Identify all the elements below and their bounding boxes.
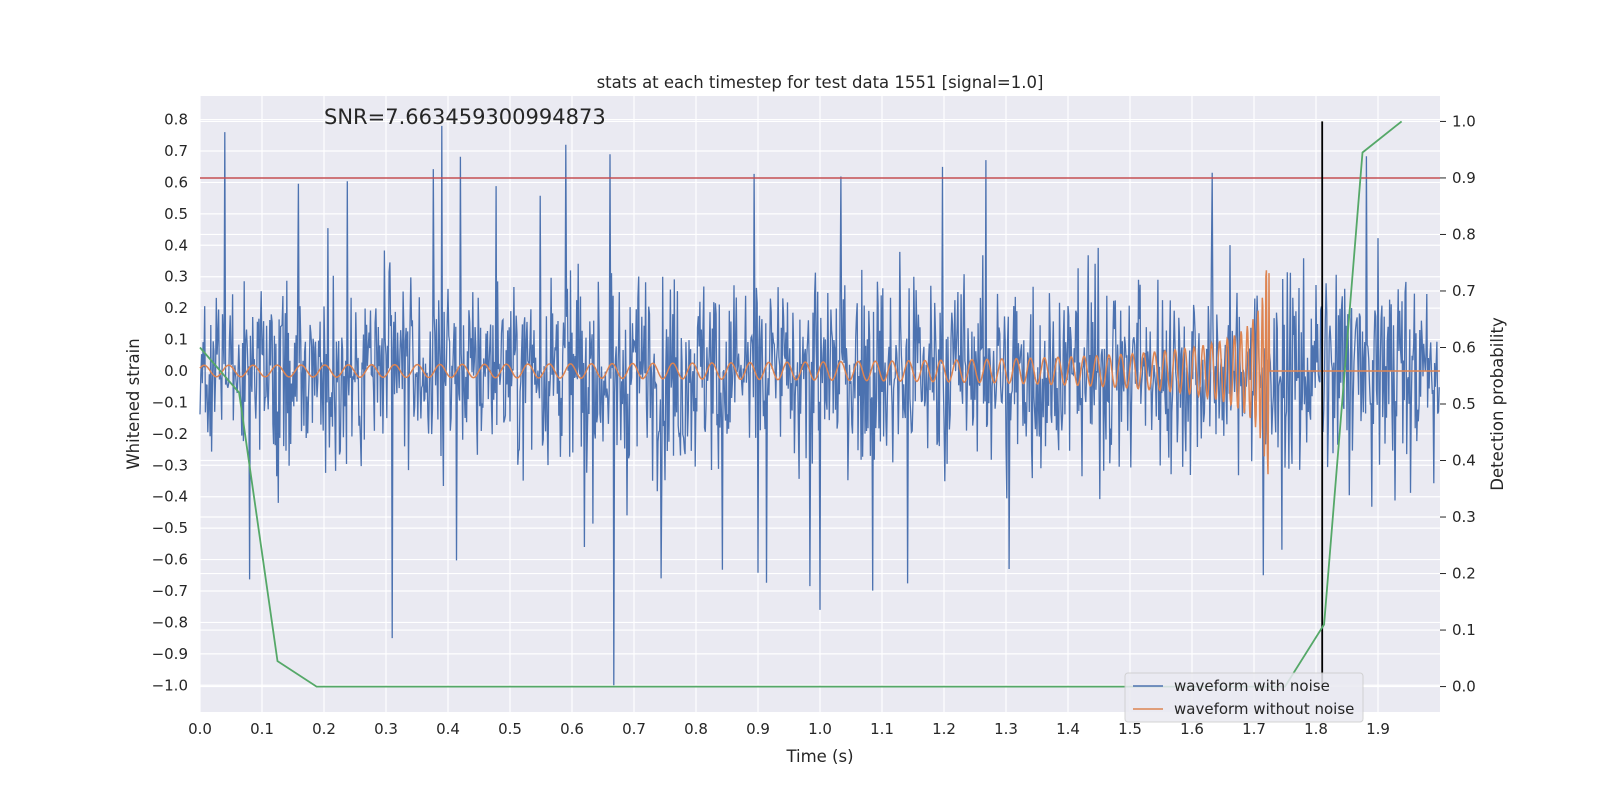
x-tick-label: 1.6 (1180, 720, 1204, 738)
y-tick-label: −0.9 (152, 645, 188, 663)
y-tick-label: −0.7 (152, 582, 188, 600)
y-tick-label: −1.0 (152, 676, 188, 694)
x-tick-label: 1.1 (870, 720, 894, 738)
y-tick-label: 0.6 (164, 173, 188, 191)
y-tick-label: −0.5 (152, 519, 188, 537)
y-tick-label: −0.6 (152, 551, 188, 569)
x-tick-label: 0.8 (684, 720, 708, 738)
y-tick-label: 0.8 (164, 111, 188, 129)
y2-tick-label: 0.7 (1452, 282, 1476, 300)
x-tick-labels: 0.0 0.1 0.2 0.3 0.4 0.5 0.6 0.7 0.8 0.9 1.0 1.1 1.2 1… (188, 720, 1390, 738)
y-tick-label: −0.2 (152, 425, 188, 443)
x-tick-label: 1.0 (808, 720, 832, 738)
y2-tick-labels: 1.0 0.9 0.8 0.7 0.6 0.5 0.4 0.3 0.2 0.1 0.0 (1440, 112, 1476, 696)
x-tick-label: 0.6 (560, 720, 584, 738)
y-tick-label: 0.2 (164, 299, 188, 317)
snr-annotation: SNR=7.663459300994873 (324, 105, 606, 129)
legend: waveform with noise waveform without noi… (1124, 672, 1364, 723)
legend-box (1124, 672, 1364, 723)
y-tick-label: 0.7 (164, 142, 188, 160)
clean-series-layer (199, 270, 1440, 475)
y2-tick-label: 0.5 (1452, 395, 1476, 413)
x-tick-label: 0.3 (374, 720, 398, 738)
y2-tick-label: 1.0 (1452, 112, 1476, 130)
y-tick-label: 0.0 (164, 362, 188, 380)
y2-tick-label: 0.0 (1452, 678, 1476, 696)
y-axis-label: Whitened strain (124, 338, 143, 469)
x-tick-label: 0.1 (250, 720, 274, 738)
y-tick-label: 0.5 (164, 205, 188, 223)
y2-axis-label: Detection probability (1488, 317, 1507, 491)
y2-tick-label: 0.2 (1452, 565, 1476, 583)
x-tick-label: 1.3 (994, 720, 1018, 738)
y-tick-label: −0.8 (152, 613, 188, 631)
y-tick-label: 0.1 (164, 331, 188, 349)
x-tick-label: 1.7 (1242, 720, 1266, 738)
x-tick-label: 0.0 (188, 720, 212, 738)
y2-tick-label: 0.9 (1452, 169, 1476, 187)
y2-tick-label: 0.1 (1452, 621, 1476, 639)
y2-tick-label: 0.4 (1452, 452, 1476, 470)
x-tick-label: 0.5 (498, 720, 522, 738)
y-tick-label: 0.4 (164, 236, 188, 254)
y-tick-label: −0.4 (152, 488, 188, 506)
x-tick-label: 1.9 (1366, 720, 1390, 738)
y2-tick-label: 0.8 (1452, 225, 1476, 243)
x-tick-label: 0.2 (312, 720, 336, 738)
y-tick-label: −0.1 (152, 393, 188, 411)
chart-title: stats at each timestep for test data 155… (597, 73, 1044, 92)
x-tick-label: 0.4 (436, 720, 460, 738)
x-tick-label: 0.7 (622, 720, 646, 738)
y-tick-label: 0.3 (164, 268, 188, 286)
x-tick-label: 1.4 (1056, 720, 1080, 738)
y2-tick-label: 0.3 (1452, 508, 1476, 526)
x-tick-label: 1.5 (1118, 720, 1142, 738)
y-tick-label: −0.3 (152, 456, 188, 474)
legend-label-clean: waveform without noise (1174, 700, 1354, 718)
x-tick-label: 1.8 (1304, 720, 1328, 738)
y2-tick-label: 0.6 (1452, 338, 1476, 356)
x-tick-label: 1.2 (932, 720, 956, 738)
x-tick-label: 0.9 (746, 720, 770, 738)
legend-label-noise: waveform with noise (1174, 677, 1330, 695)
y-tick-labels: 0.8 0.7 0.6 0.5 0.4 0.3 0.2 0.1 0.0 −0.1 −0.2 −0.3 −… (152, 111, 188, 695)
series-line-clean (199, 270, 1440, 475)
x-axis-label: Time (s) (785, 747, 853, 766)
